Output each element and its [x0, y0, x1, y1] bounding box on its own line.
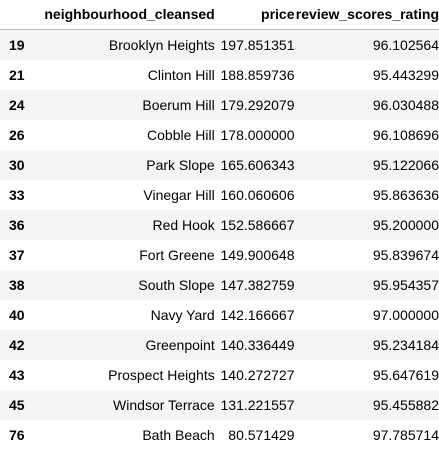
price-cell: 80.571429 — [215, 420, 295, 450]
price-cell: 152.586667 — [215, 210, 295, 240]
rating-cell: 96.030488 — [294, 90, 439, 120]
rating-cell: 95.443299 — [294, 60, 439, 90]
neighbourhood-cell: Fort Greene — [44, 240, 214, 270]
row-index: 33 — [0, 180, 44, 210]
price-cell: 142.166667 — [215, 300, 295, 330]
rating-cell: 96.102564 — [294, 30, 439, 61]
price-cell: 131.221557 — [215, 390, 295, 420]
row-index: 42 — [0, 330, 44, 360]
price-cell: 140.336449 — [215, 330, 295, 360]
rating-cell: 95.234184 — [294, 330, 439, 360]
rating-cell: 95.455882 — [294, 390, 439, 420]
price-cell: 160.060606 — [215, 180, 295, 210]
neighbourhood-cell: Boerum Hill — [44, 90, 214, 120]
neighbourhood-cell: Cobble Hill — [44, 120, 214, 150]
row-index: 37 — [0, 240, 44, 270]
neighbourhood-cell: South Slope — [44, 270, 214, 300]
row-index: 38 — [0, 270, 44, 300]
row-index: 45 — [0, 390, 44, 420]
row-index: 19 — [0, 30, 44, 61]
rating-cell: 95.839674 — [294, 240, 439, 270]
table-row: 26 Cobble Hill 178.000000 96.108696 — [0, 120, 439, 150]
rating-column-header: review_scores_rating — [294, 0, 439, 30]
table-row: 19 Brooklyn Heights 197.851351 96.102564 — [0, 30, 439, 61]
row-index: 40 — [0, 300, 44, 330]
price-cell: 197.851351 — [215, 30, 295, 61]
table-body: 19 Brooklyn Heights 197.851351 96.102564 21 C… — [0, 30, 439, 451]
table-row: 24 Boerum Hill 179.292079 96.030488 — [0, 90, 439, 120]
neighbourhood-cell: Clinton Hill — [44, 60, 214, 90]
rating-cell: 97.785714 — [294, 420, 439, 450]
rating-cell: 96.108696 — [294, 120, 439, 150]
rating-cell: 97.000000 — [294, 300, 439, 330]
price-cell: 179.292079 — [215, 90, 295, 120]
price-cell: 188.859736 — [215, 60, 295, 90]
neighbourhood-cell: Navy Yard — [44, 300, 214, 330]
rating-cell: 95.954357 — [294, 270, 439, 300]
rating-cell: 95.863636 — [294, 180, 439, 210]
table-row: 38 South Slope 147.382759 95.954357 — [0, 270, 439, 300]
index-column-header — [0, 0, 44, 30]
price-cell: 140.272727 — [215, 360, 295, 390]
price-cell: 149.900648 — [215, 240, 295, 270]
table-row: 45 Windsor Terrace 131.221557 95.455882 — [0, 390, 439, 420]
price-column-header: price — [215, 0, 295, 30]
table-row: 42 Greenpoint 140.336449 95.234184 — [0, 330, 439, 360]
header-row: neighbourhood_cleansed price review_scor… — [0, 0, 439, 30]
rating-cell: 95.122066 — [294, 150, 439, 180]
neighbourhood-cell: Red Hook — [44, 210, 214, 240]
table-row: 40 Navy Yard 142.166667 97.000000 — [0, 300, 439, 330]
table-row: 21 Clinton Hill 188.859736 95.443299 — [0, 60, 439, 90]
row-index: 24 — [0, 90, 44, 120]
table-row: 43 Prospect Heights 140.272727 95.647619 — [0, 360, 439, 390]
row-index: 30 — [0, 150, 44, 180]
row-index: 36 — [0, 210, 44, 240]
table-row: 33 Vinegar Hill 160.060606 95.863636 — [0, 180, 439, 210]
neighbourhood-cell: Windsor Terrace — [44, 390, 214, 420]
neighbourhood-cell: Brooklyn Heights — [44, 30, 214, 61]
row-index: 43 — [0, 360, 44, 390]
price-cell: 165.606343 — [215, 150, 295, 180]
rating-cell: 95.647619 — [294, 360, 439, 390]
table-row: 30 Park Slope 165.606343 95.122066 — [0, 150, 439, 180]
row-index: 21 — [0, 60, 44, 90]
row-index: 26 — [0, 120, 44, 150]
neighbourhood-cell: Vinegar Hill — [44, 180, 214, 210]
neighbourhood-cell: Greenpoint — [44, 330, 214, 360]
neighbourhood-cell: Bath Beach — [44, 420, 214, 450]
table-row: 37 Fort Greene 149.900648 95.839674 — [0, 240, 439, 270]
price-cell: 147.382759 — [215, 270, 295, 300]
table-row: 36 Red Hook 152.586667 95.200000 — [0, 210, 439, 240]
neighbourhood-cell: Prospect Heights — [44, 360, 214, 390]
table-header: neighbourhood_cleansed price review_scor… — [0, 0, 439, 30]
neighbourhood-column-header: neighbourhood_cleansed — [44, 0, 214, 30]
rating-cell: 95.200000 — [294, 210, 439, 240]
neighbourhood-cell: Park Slope — [44, 150, 214, 180]
table-row: 76 Bath Beach 80.571429 97.785714 — [0, 420, 439, 450]
price-cell: 178.000000 — [215, 120, 295, 150]
row-index: 76 — [0, 420, 44, 450]
